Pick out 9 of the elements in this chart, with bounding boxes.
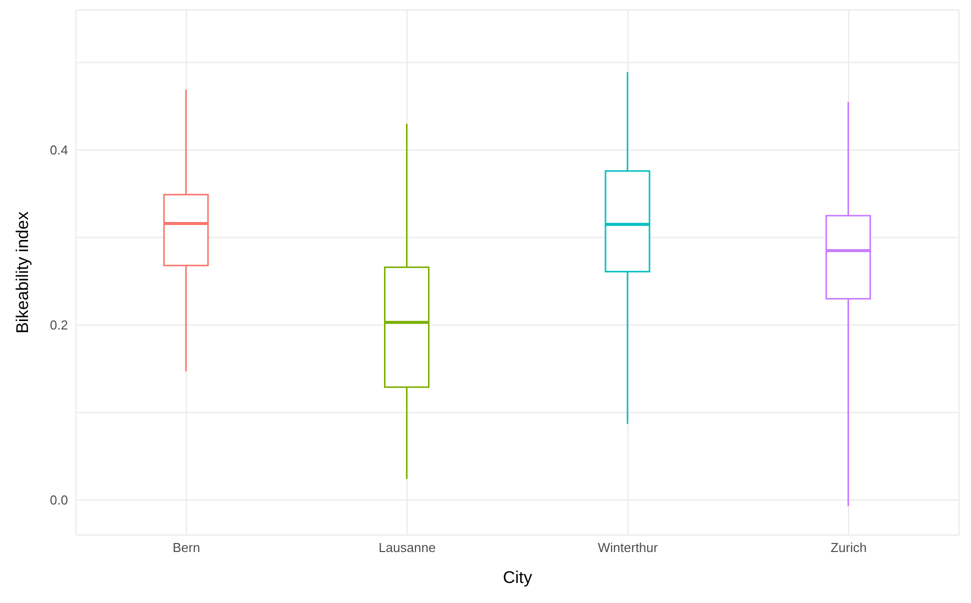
y-tick-label: 0.4 xyxy=(50,142,68,158)
y-tick-label: 0.2 xyxy=(50,318,68,333)
y-axis-title: Bikeability index xyxy=(13,211,32,334)
x-tick-label: Lausanne xyxy=(378,540,436,556)
x-tick-label: Zurich xyxy=(830,540,867,556)
x-tick-label: Winterthur xyxy=(598,540,659,556)
x-axis-title: City xyxy=(502,568,533,587)
y-tick-label: 0.0 xyxy=(50,492,68,508)
x-tick-label: Bern xyxy=(172,540,200,556)
